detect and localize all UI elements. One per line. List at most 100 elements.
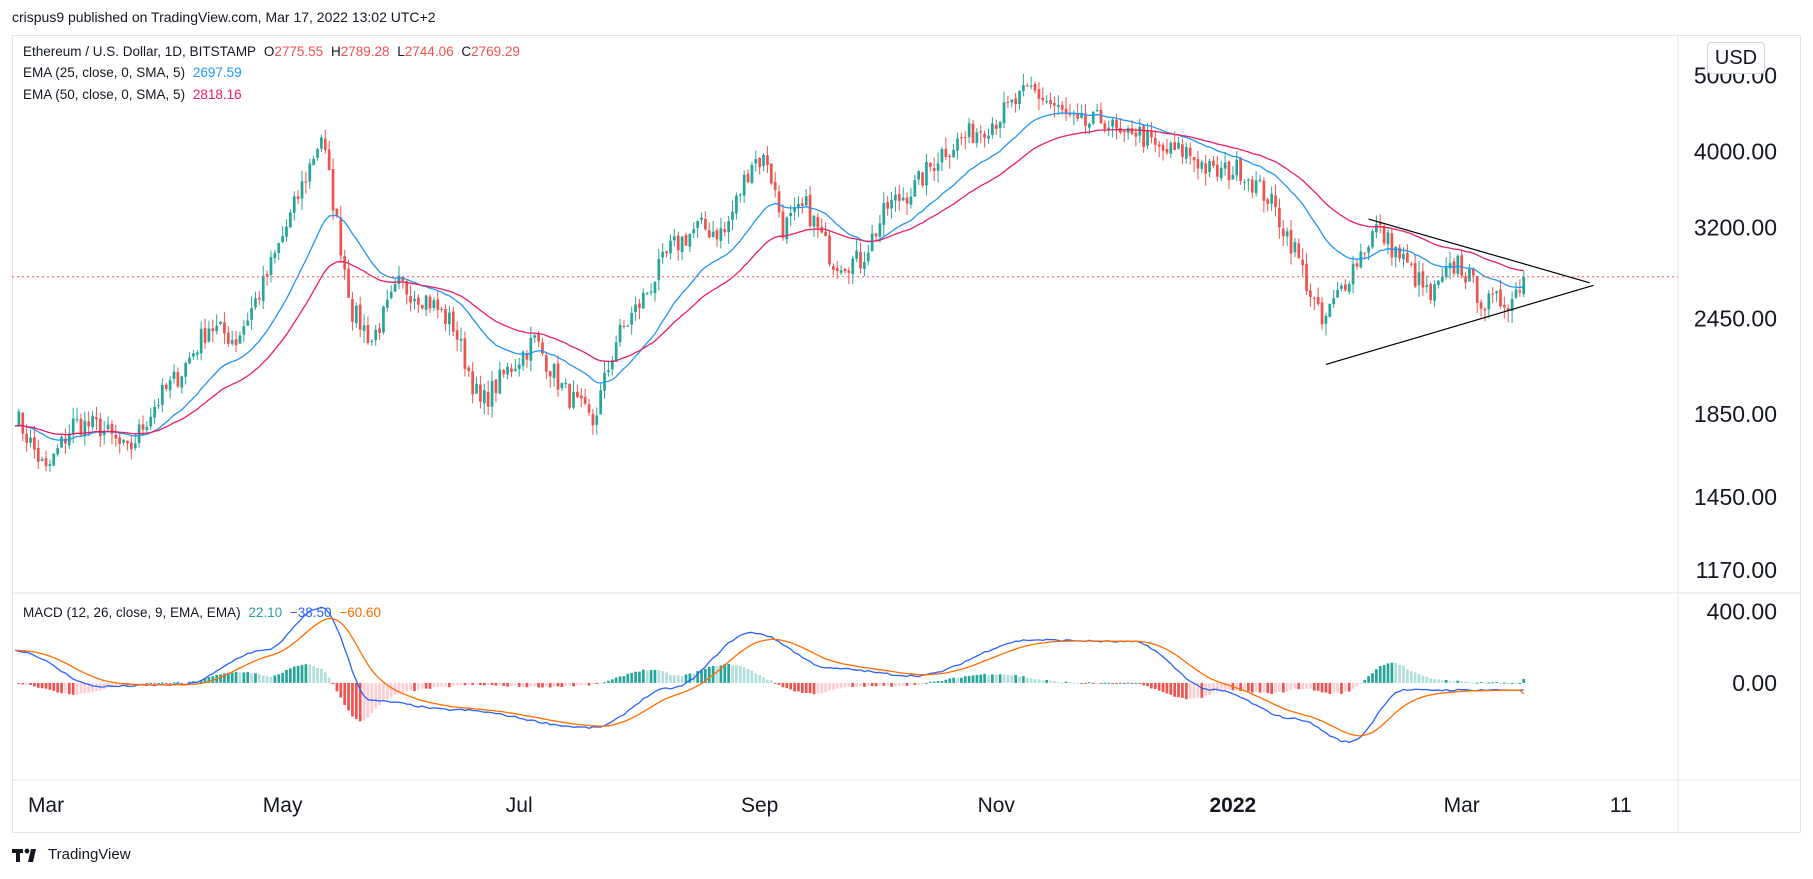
candle-body (812, 216, 816, 227)
macd-histogram-bar (967, 675, 971, 683)
candle-body (106, 424, 110, 429)
candle-body (1437, 280, 1440, 285)
macd-histogram-bar (471, 682, 475, 685)
candle-body (1394, 246, 1398, 258)
macd-histogram-bar (785, 682, 789, 689)
macd-histogram-bar (517, 682, 521, 687)
candle-body (428, 296, 432, 309)
candle-body (843, 268, 847, 272)
macd-histogram-bar (1150, 682, 1153, 689)
macd-histogram-bar (513, 682, 517, 686)
candle-body (696, 221, 699, 229)
macd-histogram-bar (1502, 682, 1506, 684)
candle-body (374, 329, 378, 341)
macd-histogram-bar (1053, 680, 1056, 683)
macd-histogram-bar (1130, 682, 1134, 684)
macd-histogram-bar (281, 672, 284, 683)
macd-histogram-bar (839, 682, 843, 689)
candle-body (409, 296, 412, 303)
macd-histogram-bar (1080, 682, 1083, 684)
candle-body (913, 180, 917, 197)
macd-histogram-bar (1084, 682, 1087, 684)
candle-body (230, 340, 234, 344)
candle-body (420, 304, 424, 309)
candle-body (894, 194, 897, 201)
candle-body (1153, 138, 1157, 145)
candle-body (1444, 267, 1448, 277)
macd-histogram-bar (188, 681, 191, 683)
macd-histogram-bar (351, 682, 354, 717)
candle-body (21, 413, 25, 434)
macd-histogram-bar (940, 681, 944, 683)
candle-body (1312, 297, 1316, 299)
candle-body (905, 197, 909, 204)
candle-body (672, 236, 676, 241)
macd-histogram-bar (1181, 682, 1184, 698)
candle-body (1506, 307, 1510, 311)
macd-histogram-bar (560, 682, 564, 687)
candle-body (789, 212, 793, 217)
macd-histogram-bar (1301, 682, 1305, 690)
candle-body (1336, 289, 1339, 298)
macd-histogram-bar (1146, 682, 1149, 687)
macd-histogram-bar (766, 679, 769, 683)
candle-body (835, 268, 839, 272)
candle-body (797, 204, 800, 208)
macd-histogram-bar (680, 675, 684, 683)
macd-histogram-bar (638, 671, 641, 683)
candle-body (715, 230, 719, 240)
candle-body (1056, 105, 1060, 108)
candle-body (1475, 276, 1479, 304)
macd-histogram-bar (226, 672, 230, 683)
candle-body (1064, 108, 1068, 114)
candle-body (40, 458, 44, 461)
macd-histogram-bar (591, 682, 595, 684)
macd-histogram-bar (455, 682, 459, 686)
macd-histogram-bar (556, 682, 560, 687)
triangle-upper-line (1368, 218, 1590, 284)
macd-histogram-bar (754, 673, 758, 683)
macd-histogram-bar (1479, 681, 1483, 683)
price-tick-label: 2450.00 (1694, 305, 1777, 331)
candle-body (641, 292, 645, 309)
candle-body (622, 326, 626, 328)
macd-histogram-bar (630, 672, 634, 683)
candle-body (719, 228, 723, 241)
candle-body (401, 276, 405, 281)
ema25-legend: EMA (25, close, 0, SMA, 5) 2697.59 (23, 65, 246, 80)
candle-body (1165, 149, 1169, 153)
candle-body (60, 436, 63, 448)
macd-histogram-bar (161, 682, 164, 684)
macd-histogram-bar (459, 682, 463, 685)
macd-histogram-bar (909, 682, 913, 685)
macd-histogram-bar (1122, 682, 1126, 684)
triangle-lower-line (1325, 284, 1594, 366)
candle-body (1227, 161, 1231, 181)
macd-histogram-bar (653, 669, 657, 683)
candle-body (1262, 180, 1266, 201)
macd-histogram-bar (1103, 682, 1107, 684)
macd-histogram-bar (1002, 674, 1006, 683)
candle-body (1514, 289, 1518, 298)
currency-button[interactable]: USD (1707, 42, 1765, 74)
macd-histogram-bar (572, 682, 575, 687)
macd-histogram-bar (866, 682, 870, 686)
macd-histogram-bar (1126, 682, 1130, 684)
macd-tick-label: 400.00 (1707, 598, 1777, 624)
candle-body (292, 196, 296, 213)
candle-body (525, 353, 529, 360)
macd-tick-label: 0.00 (1732, 670, 1777, 696)
macd-histogram-bar (157, 682, 160, 684)
candle-body (254, 298, 257, 308)
macd-histogram-bar (1487, 682, 1491, 684)
macd-histogram-bar (1138, 682, 1142, 684)
macd-histogram-bar (285, 669, 288, 683)
candle-body (1301, 259, 1305, 266)
tradingview-footer[interactable]: TradingView (12, 846, 131, 863)
macd-histogram-bar (428, 682, 432, 689)
macd-histogram-bar (102, 682, 106, 690)
macd-histogram-bar (622, 676, 626, 683)
candle-body (583, 396, 587, 404)
candle-body (614, 342, 618, 362)
